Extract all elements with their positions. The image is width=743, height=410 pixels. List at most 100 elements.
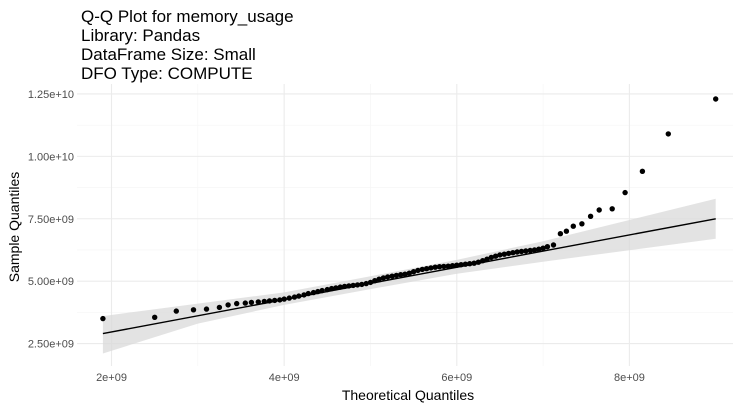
qq-point bbox=[225, 302, 231, 308]
qq-point bbox=[501, 251, 507, 257]
qq-point bbox=[445, 263, 451, 269]
qq-point bbox=[100, 315, 106, 322]
qq-point bbox=[346, 283, 352, 289]
qq-point bbox=[497, 252, 503, 258]
qq-point bbox=[341, 283, 348, 290]
qq-point bbox=[570, 223, 576, 229]
title-line-4: DFO Type: COMPUTE bbox=[81, 64, 253, 83]
qq-point bbox=[277, 297, 283, 303]
qq-point bbox=[376, 276, 382, 282]
qq-point bbox=[291, 294, 298, 300]
qq-point bbox=[484, 256, 490, 262]
qq-point bbox=[449, 263, 456, 269]
qq-point bbox=[419, 266, 425, 273]
qq-point bbox=[609, 206, 615, 212]
qq-point bbox=[536, 246, 542, 252]
qq-point bbox=[261, 298, 267, 305]
y-axis-ticks: 2.50e+09 5.00e+09 7.50e+09 1.00e+10 1.25e+10 bbox=[28, 89, 74, 351]
qq-point bbox=[441, 263, 447, 270]
title-line-3: DataFrame Size: Small bbox=[81, 45, 256, 64]
qq-point bbox=[713, 96, 719, 102]
qq-point bbox=[266, 298, 273, 304]
y-tick-label: 2.50e+09 bbox=[28, 339, 74, 351]
qq-point bbox=[324, 286, 330, 293]
qq-point bbox=[596, 207, 602, 213]
qq-point bbox=[458, 262, 464, 268]
qq-point bbox=[579, 221, 585, 227]
qq-point bbox=[305, 290, 311, 297]
qq-point bbox=[363, 280, 369, 287]
qq-point bbox=[398, 272, 404, 278]
qq-point bbox=[248, 299, 255, 306]
qq-point bbox=[471, 260, 477, 266]
qq-point bbox=[531, 247, 538, 253]
qq-point bbox=[380, 275, 387, 281]
qq-point bbox=[475, 259, 482, 265]
qq-point bbox=[488, 254, 494, 261]
qq-point bbox=[454, 262, 460, 268]
y-tick-label: 5.00e+09 bbox=[28, 276, 74, 288]
qq-point bbox=[563, 228, 570, 234]
qq-point bbox=[480, 258, 486, 264]
y-tick-label: 7.50e+09 bbox=[28, 214, 74, 226]
x-tick-label: 8e+09 bbox=[614, 372, 645, 384]
qq-point bbox=[544, 244, 551, 250]
qq-point bbox=[436, 264, 443, 270]
qq-point bbox=[367, 279, 374, 286]
qq-point bbox=[514, 249, 520, 255]
qq-point bbox=[518, 248, 525, 255]
qq-point bbox=[665, 131, 671, 137]
qq-point bbox=[310, 289, 317, 296]
qq-point bbox=[587, 213, 594, 219]
qq-point bbox=[462, 261, 469, 267]
qq-point bbox=[410, 269, 417, 275]
qq-point bbox=[333, 285, 339, 291]
x-tick-label: 4e+09 bbox=[269, 372, 300, 384]
qq-point bbox=[467, 261, 473, 267]
qq-point bbox=[423, 266, 430, 272]
y-tick-label: 1.25e+10 bbox=[28, 89, 74, 101]
x-tick-label: 6e+09 bbox=[441, 372, 472, 384]
qq-point bbox=[328, 285, 335, 292]
qq-point bbox=[359, 281, 365, 288]
qq-point bbox=[319, 287, 325, 294]
qq-point bbox=[272, 297, 278, 304]
qq-point bbox=[350, 282, 356, 289]
qq-point bbox=[190, 307, 197, 313]
x-tick-label: 2e+09 bbox=[96, 372, 127, 384]
qq-point bbox=[255, 299, 261, 305]
qq-point bbox=[216, 304, 223, 311]
qq-point bbox=[550, 242, 557, 248]
qq-point bbox=[402, 271, 408, 277]
x-axis-title: Theoretical Quantiles bbox=[342, 387, 474, 403]
qq-point bbox=[389, 273, 395, 279]
qq-point bbox=[523, 248, 529, 254]
qq-point bbox=[234, 300, 240, 307]
qq-point bbox=[406, 270, 412, 276]
title-line-1: Q-Q Plot for memory_usage bbox=[81, 7, 294, 26]
qq-point bbox=[385, 274, 391, 280]
qq-point bbox=[173, 308, 179, 314]
qq-point bbox=[557, 231, 564, 237]
qq-point bbox=[152, 314, 158, 320]
qq-point bbox=[492, 253, 499, 259]
qq-point bbox=[337, 284, 343, 290]
qq-point bbox=[354, 282, 361, 288]
qq-point bbox=[622, 189, 628, 196]
qq-point bbox=[203, 306, 210, 312]
qq-point bbox=[281, 296, 287, 302]
qq-point bbox=[432, 264, 438, 270]
qq-point bbox=[415, 267, 421, 274]
qq-point bbox=[286, 295, 292, 301]
title-line-2: Library: Pandas bbox=[81, 26, 200, 45]
x-axis-ticks: 2e+09 4e+09 6e+09 8e+09 bbox=[96, 372, 645, 384]
qq-point bbox=[315, 288, 321, 295]
qq-point bbox=[372, 278, 378, 284]
qq-point bbox=[296, 293, 302, 299]
qq-point bbox=[301, 292, 307, 298]
qq-point bbox=[428, 265, 434, 271]
y-axis-title: Sample Quantiles bbox=[6, 172, 22, 283]
chart-title: Q-Q Plot for memory_usage Library: Panda… bbox=[81, 7, 294, 83]
reference-line bbox=[102, 218, 716, 335]
